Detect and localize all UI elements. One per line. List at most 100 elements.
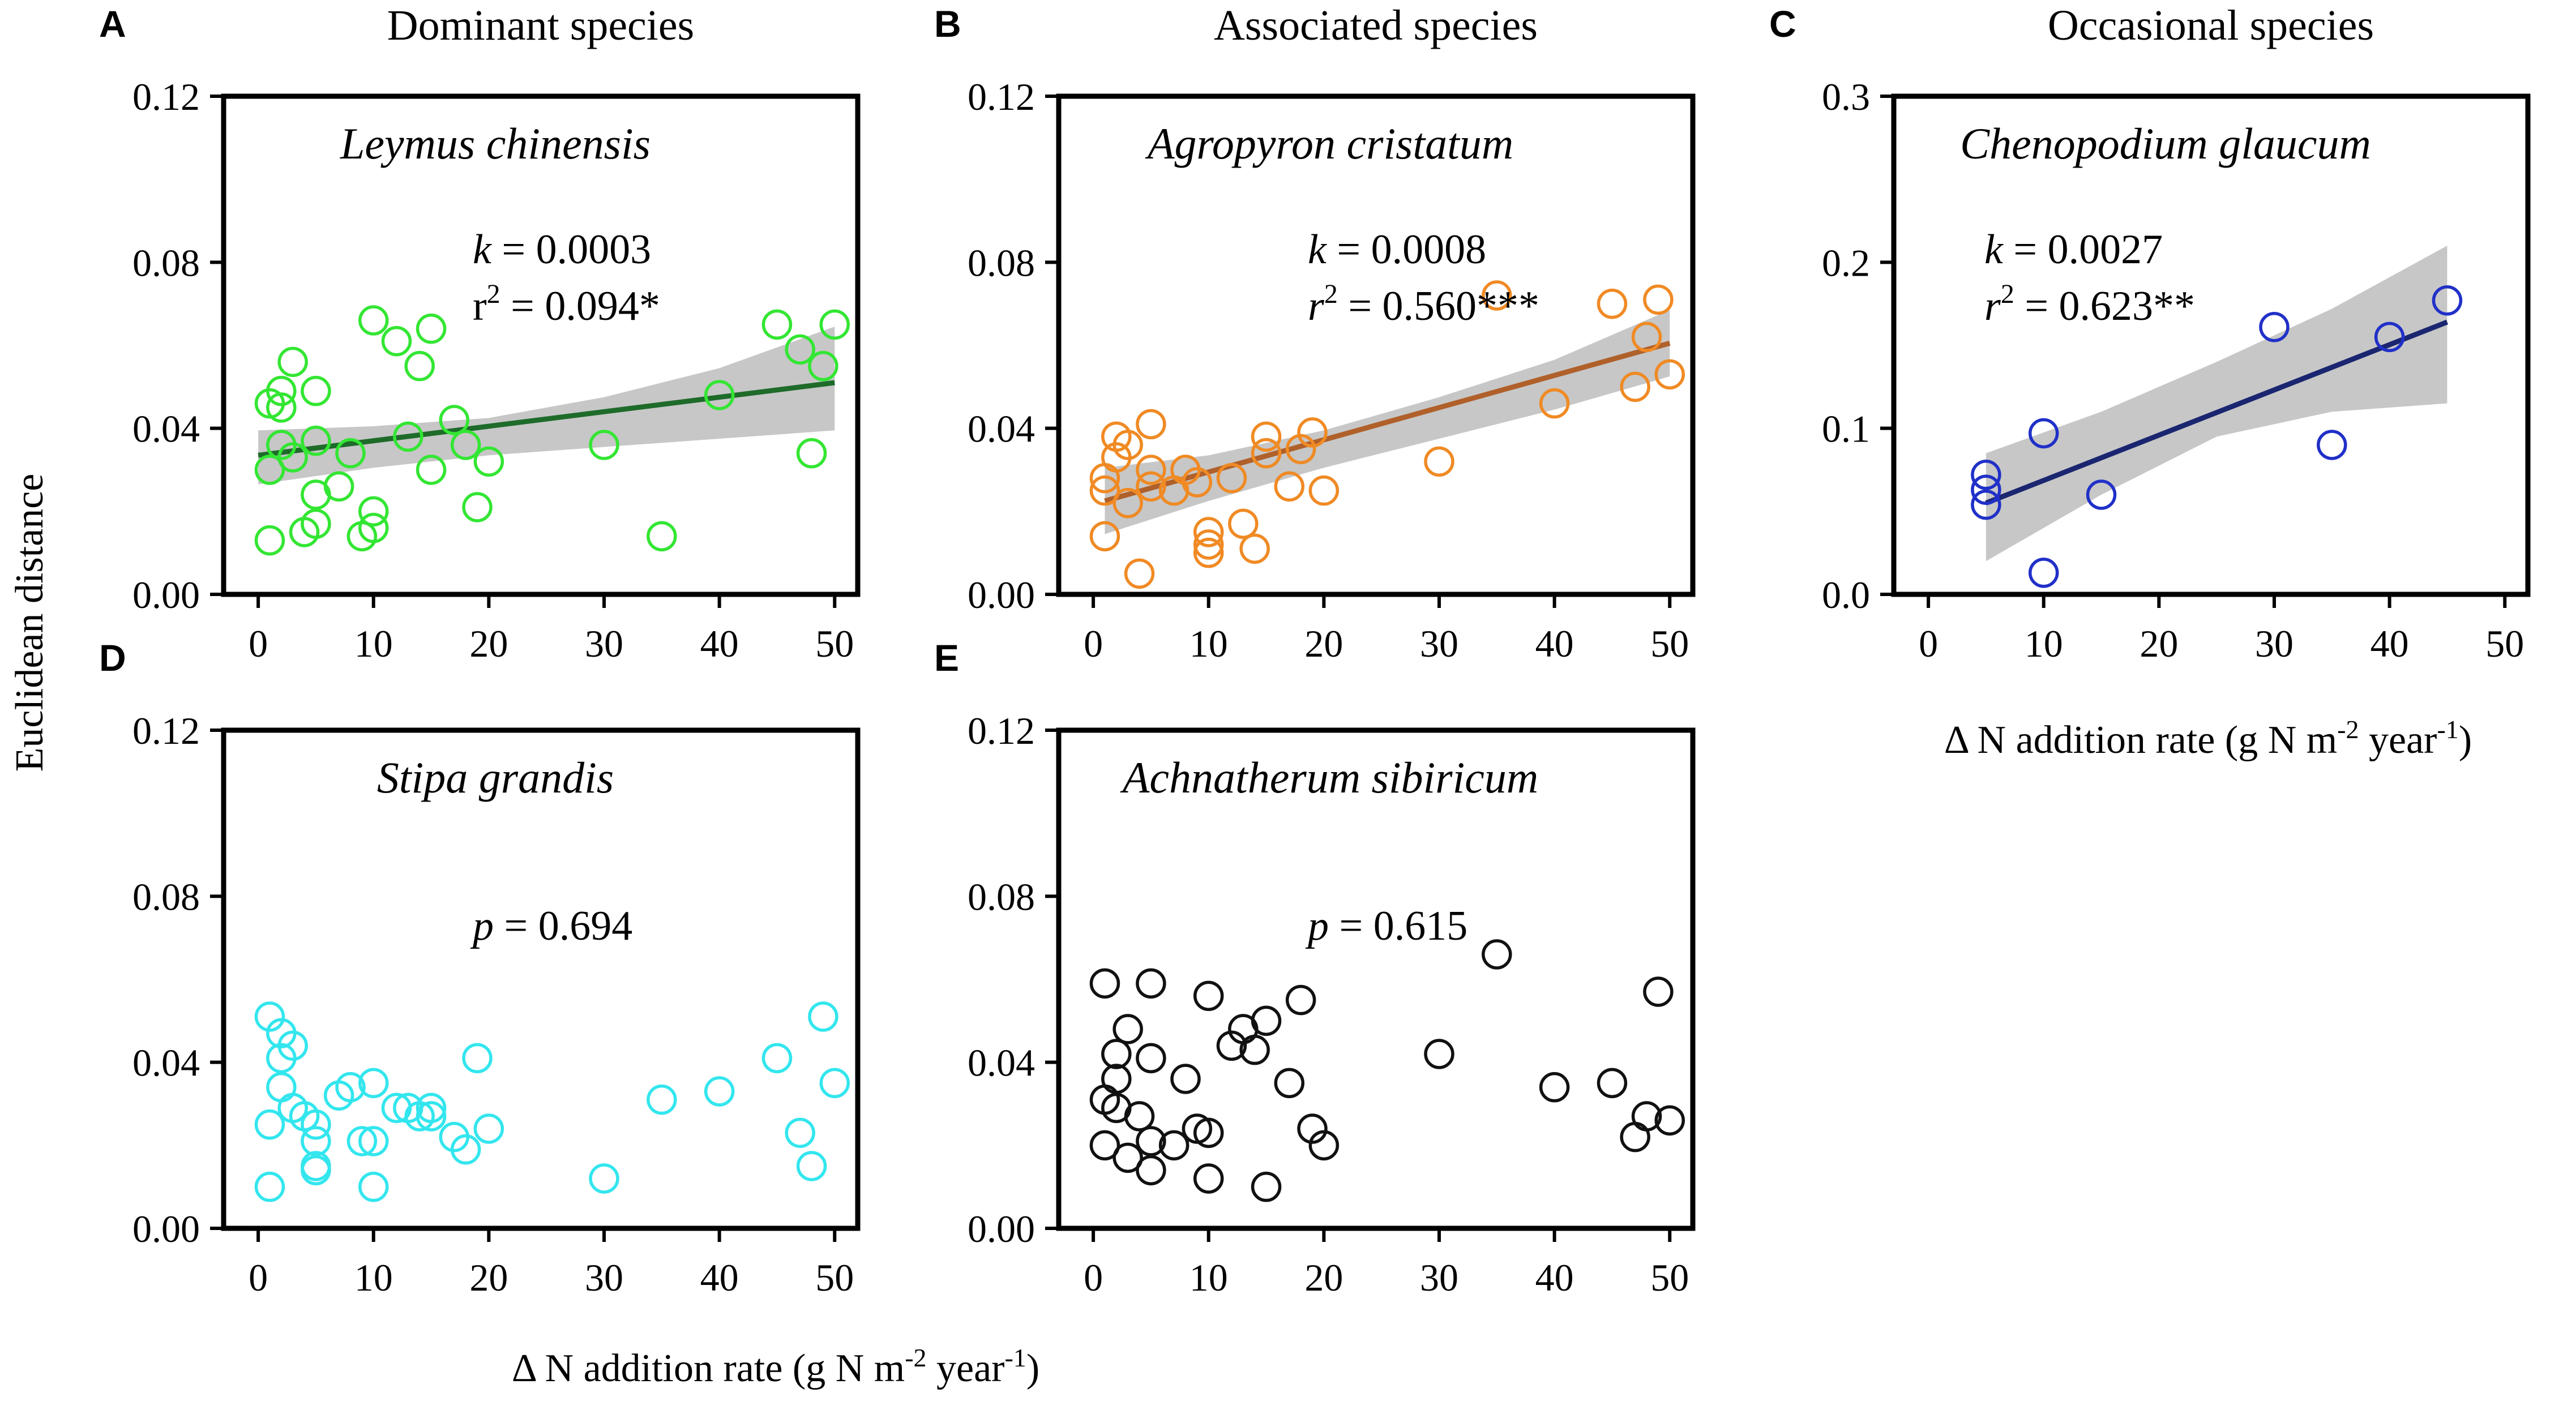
y-tick-label: 0.12: [132, 75, 200, 118]
y-tick-label: 0.04: [132, 1042, 200, 1085]
data-point: [301, 508, 331, 539]
data-point: [1482, 939, 1512, 970]
y-tick-label: 0.08: [132, 875, 200, 918]
x-tick-label: 50: [1650, 622, 1689, 665]
data-point: [2259, 311, 2290, 342]
data-point: [1136, 409, 1166, 440]
data-point: [761, 309, 793, 340]
x-tick-label: 40: [700, 622, 739, 665]
stat-eq: = 0.0027: [2003, 226, 2163, 273]
data-point: [2432, 285, 2463, 316]
data-point: [1193, 1163, 1224, 1194]
data-point: [1239, 533, 1270, 564]
panel-b: B Associated species 0.00 0.04 0.08 0.12 0 10 20…: [934, 2, 1696, 665]
confidence-band: [258, 327, 835, 485]
data-point: [1089, 1130, 1120, 1161]
data-point: [473, 1113, 504, 1144]
data-point: [1124, 558, 1155, 589]
data-point: [301, 375, 331, 406]
data-point: [1424, 446, 1454, 477]
data-point: [1089, 521, 1120, 552]
stat-eq: = 0.0008: [1326, 226, 1486, 273]
plot-frame: [1056, 727, 1696, 1231]
data-point: [1193, 980, 1224, 1012]
y-tick-label: 0.0: [1822, 573, 1870, 616]
data-point: [254, 1171, 285, 1202]
data-point: [393, 421, 423, 452]
data-point: [1251, 438, 1282, 469]
data-points: [254, 1001, 850, 1202]
regression-line: [258, 380, 835, 458]
data-point: [416, 1101, 447, 1132]
stat-eq: = 0.0003: [491, 226, 651, 273]
data-point: [358, 512, 389, 543]
data-point: [1274, 1068, 1305, 1099]
x-tick-label: 10: [1189, 1256, 1228, 1299]
x-tick-label: 30: [585, 622, 623, 665]
x-tick-label: 50: [2485, 622, 2524, 665]
species-label: Agropyron cristatum: [1145, 119, 1513, 168]
y-tick-label: 0.00: [132, 1207, 200, 1250]
data-point: [1239, 1034, 1270, 1065]
data-point: [1285, 434, 1316, 465]
x-tick-label: 0: [249, 1256, 268, 1299]
x-tick-label: 10: [354, 622, 393, 665]
data-point: [1124, 1101, 1155, 1132]
data-point: [808, 350, 838, 382]
stat-var: r: [1984, 283, 2001, 329]
y-tick-label: 0.08: [968, 875, 1035, 918]
y-tick-label: 0.08: [968, 241, 1035, 284]
panel-d: D 0.00 0.04 0.08 0.12 0 10 20 30 40 50 Stipa grandi…: [99, 637, 861, 1299]
data-point: [1539, 388, 1570, 419]
data-point: [785, 334, 815, 365]
stat-line-2: r2 = 0.623**: [1984, 279, 2195, 329]
y-tick-label: 0.04: [968, 1042, 1035, 1085]
stat-line-1: k = 0.0003: [473, 226, 651, 273]
data-point: [1971, 460, 2001, 490]
data-points: [1089, 939, 1685, 1202]
data-point: [266, 392, 297, 423]
plot-frame: [221, 727, 861, 1231]
data-point: [301, 425, 331, 456]
x-tick-label: 0: [1084, 1256, 1103, 1299]
data-point: [2028, 558, 2059, 588]
x-tick-label: 40: [700, 1256, 739, 1299]
data-point: [1170, 1064, 1201, 1094]
data-points: [1971, 285, 2463, 588]
species-label: Stipa grandis: [377, 753, 614, 802]
x-tick-label: 20: [2139, 622, 2178, 665]
data-point: [704, 380, 735, 410]
data-point: [1193, 517, 1224, 547]
x-tick-label: 20: [1304, 622, 1343, 665]
data-point: [1193, 537, 1224, 568]
data-point: [1136, 471, 1166, 502]
data-point: [1136, 1043, 1166, 1074]
stat-line-2: r2 = 0.560***: [1308, 279, 1539, 329]
x-tick-label: 20: [1304, 1256, 1343, 1299]
data-point: [254, 525, 285, 556]
data-point: [1112, 430, 1143, 460]
data-point: [589, 1163, 619, 1194]
data-point: [1631, 322, 1662, 353]
panel-e: E 0.00 0.04 0.08 0.12 0 10 20 30 40 50 Achnatherum …: [934, 637, 1696, 1299]
y-tick-label: 0.12: [968, 709, 1035, 752]
plot-frame: [1056, 93, 1696, 597]
species-label: Leymus chinensis: [340, 119, 651, 168]
x-tick-label: 50: [815, 622, 854, 665]
data-point: [1182, 467, 1213, 498]
stat-var: r: [1308, 283, 1325, 329]
data-point: [1112, 487, 1143, 519]
panel-heading: Associated species: [1214, 2, 1538, 49]
data-point: [589, 430, 619, 460]
data-point: [358, 305, 389, 336]
panel-letter: C: [1769, 3, 1796, 45]
data-point: [1136, 1155, 1166, 1186]
data-points: [254, 305, 850, 556]
y-tick-label: 0.04: [132, 408, 200, 451]
x-tick-label: 0: [1919, 622, 1938, 665]
plot-frame: [221, 93, 861, 597]
data-point: [1216, 462, 1247, 494]
stat-superscript: 2: [2001, 279, 2014, 309]
